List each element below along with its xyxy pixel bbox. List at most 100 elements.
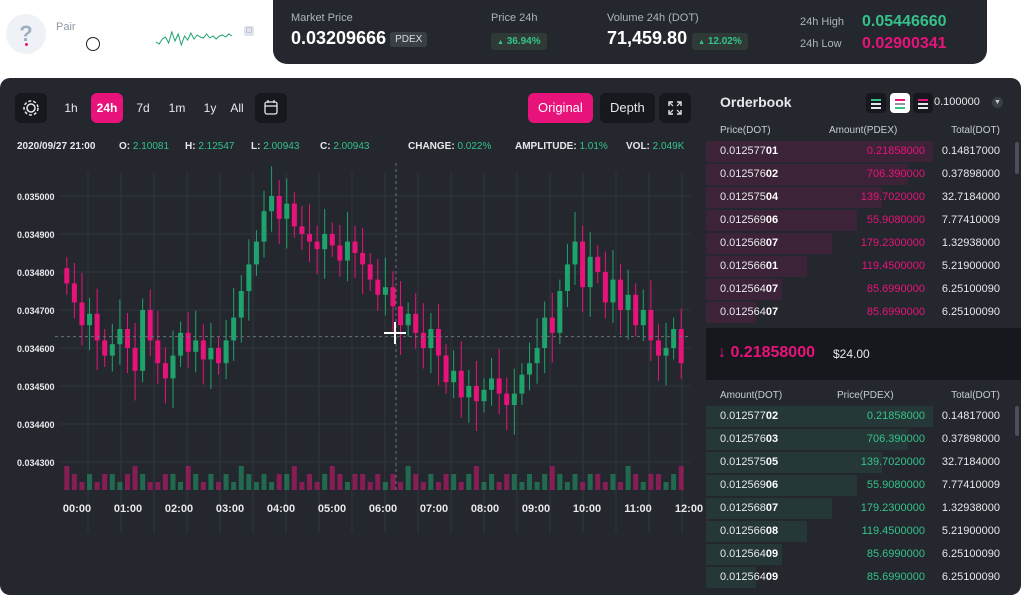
y-tick-label: 0.034500 [17, 382, 55, 392]
sparkline-expand-icon[interactable]: ▢ [244, 26, 254, 36]
volume-24h-stat: Volume 24h (DOT) 71,459.80 ▲ 12.02% [607, 12, 748, 50]
candle-body [405, 313, 411, 326]
x-tick-label: 09:00 [522, 503, 550, 515]
volume-bar [140, 474, 146, 490]
bid-row[interactable]: 0.01257505 139.7020000 32.7184000 [706, 451, 1021, 474]
timeframe-1y[interactable]: 1y [203, 101, 217, 115]
volume-bar [564, 482, 570, 490]
pair-radio-circle[interactable] [86, 37, 100, 51]
bid-row[interactable]: 0.01256807 179.2300000 1.32938000 [706, 497, 1021, 520]
pair-selector[interactable]: ? Pair ▢ [0, 0, 270, 70]
ask-amount: 0.21858000 [866, 145, 925, 157]
precision-select[interactable]: 0.100000 [934, 96, 980, 108]
timeframe-7d[interactable]: 7d [136, 101, 150, 115]
volume-bar [610, 474, 616, 490]
volume-bar [344, 482, 350, 490]
bid-row[interactable]: 0.01257702 0.21858000 0.14817000 [706, 405, 1021, 428]
x-tick-label: 03:00 [216, 503, 244, 515]
candle-body [71, 283, 77, 303]
volume-bar [481, 482, 487, 490]
up-arrow-icon: ▲ [698, 39, 706, 46]
bid-row[interactable]: 0.01256409 85.6990000 6.25100090 [706, 543, 1021, 566]
timeframe-24h[interactable]: 24h [91, 93, 123, 123]
volume-bar [269, 482, 275, 490]
candle-body [367, 264, 373, 280]
volume-bar [117, 482, 123, 490]
price-24h-change-badge: ▲ 36.94% [491, 33, 547, 50]
ask-depth-bar [706, 256, 807, 277]
bid-row[interactable]: 0.01256906 55.9080000 7.77410009 [706, 474, 1021, 497]
volume-bar [238, 466, 244, 490]
timeframe-all[interactable]: All [230, 101, 244, 115]
volume-bar [549, 466, 555, 490]
timeframe-1m[interactable]: 1m [168, 101, 186, 115]
y-tick-label: 0.035000 [17, 192, 55, 202]
y-tick-label: 0.034400 [17, 420, 55, 430]
bid-row[interactable]: 0.01256409 85.6990000 6.25100090 [706, 566, 1021, 589]
price-24h-stat: Price 24h ▲ 36.94% [491, 12, 547, 50]
asks-scrollbar[interactable] [1015, 142, 1019, 174]
ask-row[interactable]: 0.01256807 179.2300000 1.32938000 [706, 232, 1021, 255]
x-tick-label: 08:00 [471, 503, 499, 515]
high-24h-value: 0.05446660 [862, 13, 947, 30]
bid-amount: 55.9080000 [866, 479, 925, 491]
view-both-icon[interactable] [866, 93, 886, 113]
bid-row[interactable]: 0.01256608 119.4500000 5.21900000 [706, 520, 1021, 543]
original-view-button[interactable]: Original [528, 93, 593, 123]
volume-bar [671, 474, 677, 490]
candlestick-chart[interactable]: 0.035000 0.034900 0.034800 0.034700 0.034600… [0, 78, 706, 595]
ask-row[interactable]: 0.01256601 119.4500000 5.21900000 [706, 255, 1021, 278]
bid-row[interactable]: 0.01257603 706.390000 0.37898000 [706, 428, 1021, 451]
bid-amount: 85.6990000 [866, 571, 925, 583]
market-stats-bar: Market Price 0.03209666 PDEX Price 24h ▲ … [273, 0, 987, 64]
candle-body [276, 196, 282, 219]
candle-body [466, 386, 472, 398]
volume-bar [109, 474, 115, 490]
volume-bar [352, 474, 358, 490]
ask-row[interactable]: 0.01257602 706.390000 0.37898000 [706, 163, 1021, 186]
bid-total: 6.25100090 [941, 548, 1000, 560]
ask-row[interactable]: 0.01257504 139.7020000 32.7184000 [706, 186, 1021, 209]
volume-bar [367, 482, 373, 490]
volume-bar [428, 474, 434, 490]
calendar-button[interactable] [255, 93, 287, 123]
x-tick-label: 05:00 [318, 503, 346, 515]
ask-total: 6.25100090 [941, 306, 1000, 318]
volume-bar [132, 466, 138, 490]
x-tick-label: 00:00 [63, 503, 91, 515]
low-24h-label: 24h Low [800, 38, 842, 50]
ask-row[interactable]: 0.01256407 85.6990000 6.25100090 [706, 301, 1021, 324]
bid-price: 0.01257505 [720, 456, 779, 468]
ask-amount: 139.7020000 [860, 191, 925, 203]
ask-depth-bar [706, 302, 757, 323]
ask-row[interactable]: 0.01256407 85.6990000 6.25100090 [706, 278, 1021, 301]
sparkline-path [155, 30, 233, 47]
ask-amount: 85.6990000 [866, 283, 925, 295]
bids-scrollbar[interactable] [1015, 406, 1019, 436]
ask-row[interactable]: 0.01256906 55.9080000 7.77410009 [706, 209, 1021, 232]
volume-bar [71, 474, 77, 490]
bid-total: 0.14817000 [941, 410, 1000, 422]
bid-amount: 139.7020000 [860, 456, 925, 468]
candle-body [655, 340, 661, 356]
ohlc-close: C: 2.00943 [320, 141, 370, 152]
candle-body [185, 332, 191, 352]
settings-button[interactable] [15, 93, 47, 123]
bid-depth-bar [706, 452, 883, 473]
ask-price: 0.01257504 [720, 191, 779, 203]
volume-bar [223, 474, 229, 490]
view-asks-bids-icon[interactable] [890, 93, 910, 113]
down-arrow-icon: ↓ [718, 344, 726, 361]
market-price-stat: Market Price 0.03209666 PDEX [291, 12, 428, 49]
fullscreen-button[interactable] [659, 93, 691, 123]
timeframe-1h[interactable]: 1h [64, 101, 78, 115]
ask-row[interactable]: 0.01257701 0.21858000 0.14817000 [706, 140, 1021, 163]
volume-bar [413, 474, 419, 490]
depth-view-button[interactable]: Depth [600, 93, 655, 123]
ask-amount: 85.6990000 [866, 306, 925, 318]
view-asks-icon[interactable] [913, 93, 933, 113]
ohlc-volume: VOL: 2.049K [626, 141, 685, 152]
chevron-down-icon[interactable]: ▼ [992, 97, 1003, 108]
candle-body [352, 241, 358, 253]
price-sparkline [155, 30, 233, 47]
